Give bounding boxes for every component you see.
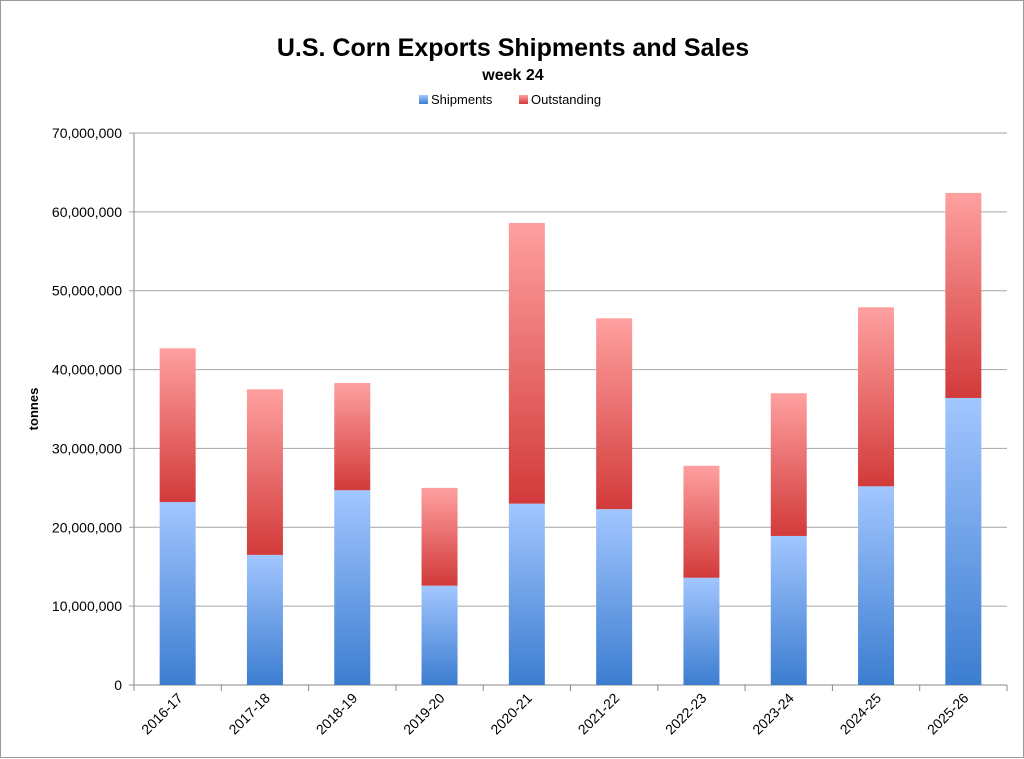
bar-outstanding-2025-26 — [945, 192, 982, 398]
y-tick-label: 60,000,000 — [52, 204, 122, 220]
bar-outstanding-2023-24 — [770, 393, 807, 536]
chart-subtitle: week 24 — [481, 67, 543, 84]
bar-shipments-2017-18 — [246, 554, 283, 685]
legend-label-outstanding: Outstanding — [531, 92, 601, 107]
x-tick-label: 2018-19 — [313, 690, 361, 738]
x-tick-label: 2020-21 — [487, 690, 535, 738]
legend-swatch-shipments — [419, 95, 428, 104]
bar-shipments-2020-21 — [508, 503, 545, 685]
bar-outstanding-2017-18 — [246, 389, 283, 555]
x-tick-label: 2023-24 — [749, 690, 797, 738]
x-tick-label: 2025-26 — [924, 690, 972, 738]
bar-outstanding-2022-23 — [683, 465, 720, 578]
legend: Shipments Outstanding — [419, 92, 601, 107]
bar-outstanding-2016-17 — [159, 348, 196, 503]
bar-shipments-2023-24 — [770, 535, 807, 685]
bar-shipments-2018-19 — [334, 490, 371, 685]
legend-swatch-outstanding — [519, 95, 528, 104]
bar-outstanding-2019-20 — [421, 487, 458, 586]
bar-outstanding-2024-25 — [858, 307, 895, 487]
x-tick-label: 2016-17 — [138, 690, 186, 738]
y-axis-label: tonnes — [26, 388, 41, 431]
y-tick-label: 20,000,000 — [52, 519, 122, 535]
x-tick-label: 2021-22 — [575, 690, 623, 738]
bar-outstanding-2021-22 — [596, 318, 633, 510]
x-tick-label: 2022-23 — [662, 690, 710, 738]
bar-shipments-2021-22 — [596, 509, 633, 685]
y-tick-label: 0 — [114, 677, 122, 693]
x-tick-label: 2024-25 — [837, 690, 885, 738]
bar-shipments-2025-26 — [945, 397, 982, 685]
y-tick-label: 40,000,000 — [52, 362, 122, 378]
bar-outstanding-2020-21 — [508, 222, 545, 504]
y-tick-label: 10,000,000 — [52, 598, 122, 614]
bar-outstanding-2018-19 — [334, 382, 371, 491]
bar-shipments-2019-20 — [421, 585, 458, 685]
x-tick-label: 2017-18 — [225, 690, 273, 738]
bar-shipments-2024-25 — [858, 486, 895, 685]
x-tick-label: 2019-20 — [400, 690, 448, 738]
chart-title: U.S. Corn Exports Shipments and Sales — [277, 34, 749, 62]
y-tick-label: 30,000,000 — [52, 440, 122, 456]
bar-shipments-2022-23 — [683, 577, 720, 685]
y-tick-label: 50,000,000 — [52, 283, 122, 299]
bar-shipments-2016-17 — [159, 502, 196, 685]
legend-label-shipments: Shipments — [431, 92, 493, 107]
y-tick-label: 70,000,000 — [52, 125, 122, 141]
